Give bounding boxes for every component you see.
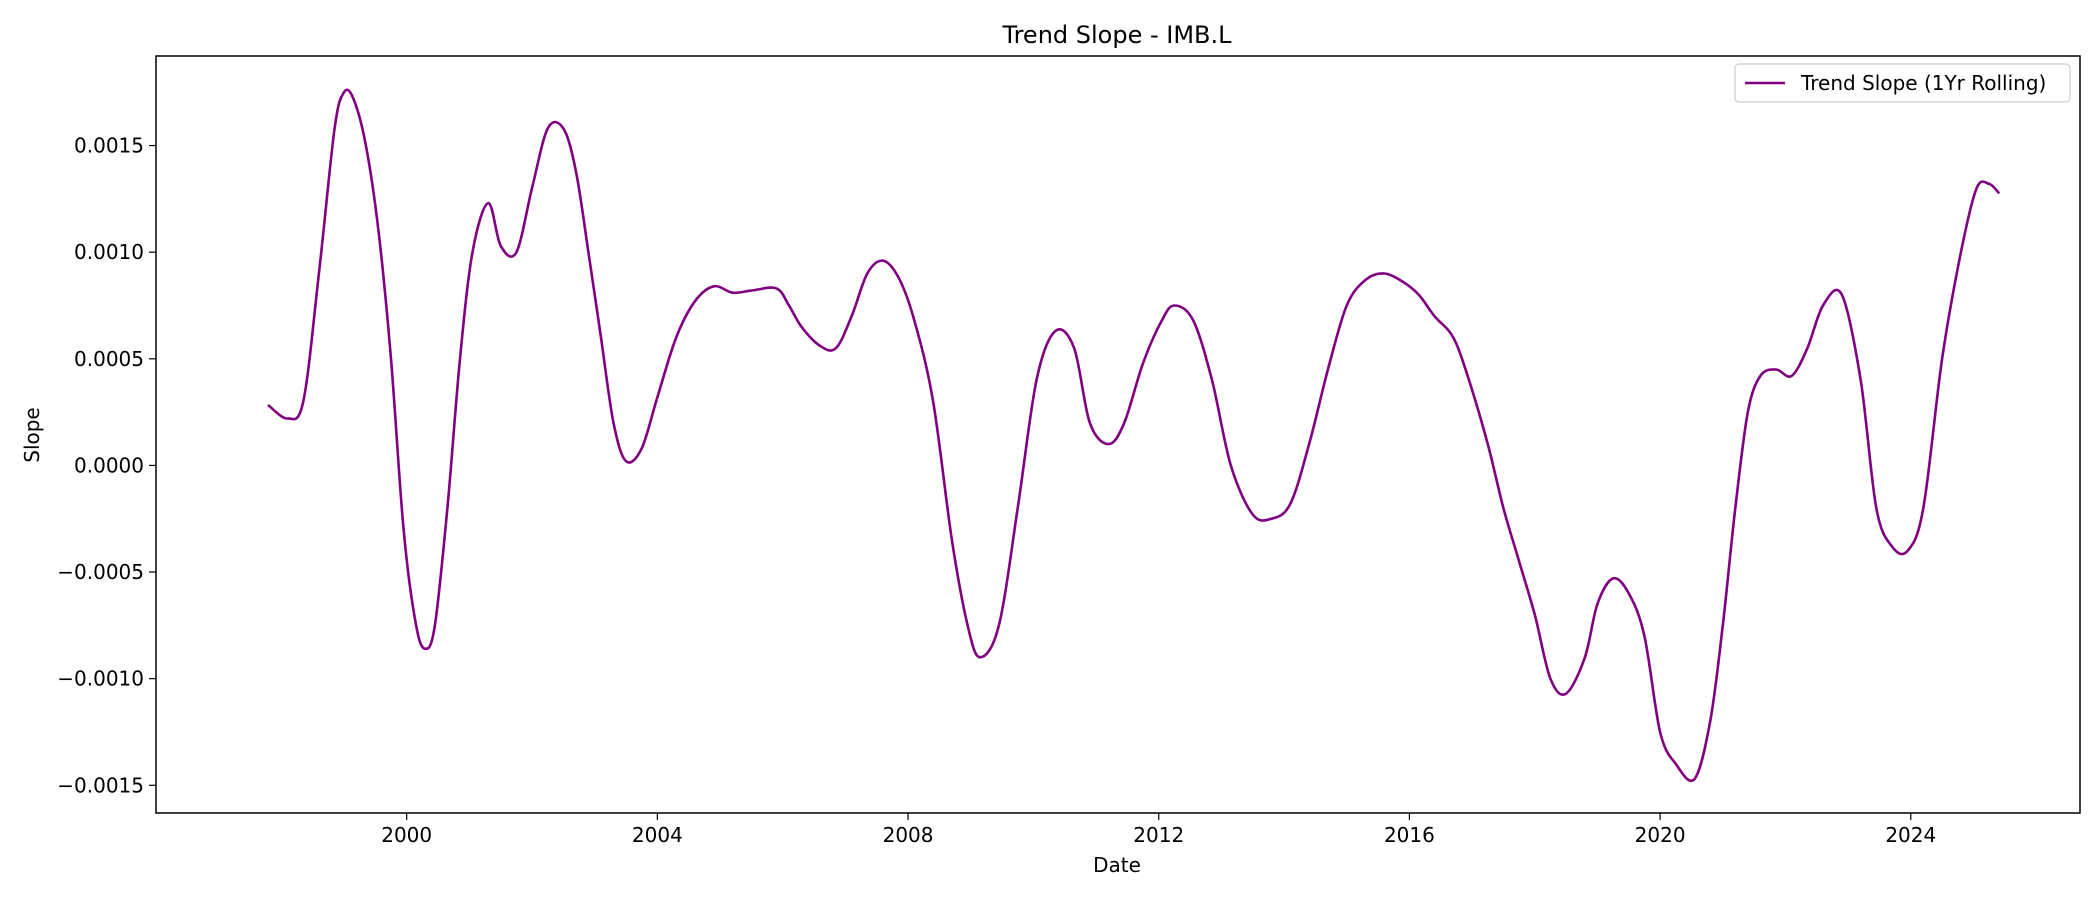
x-tick-label: 2016 <box>1384 823 1435 847</box>
plot-area-frame <box>155 55 2081 814</box>
legend-series-label: Trend Slope (1Yr Rolling) <box>1800 71 2046 95</box>
x-tick-label: 2008 <box>883 823 934 847</box>
x-tick-label: 2024 <box>1885 823 1936 847</box>
y-tick-label: 0.0015 <box>74 134 144 158</box>
y-tick-label: 0.0000 <box>74 453 144 477</box>
legend-box <box>1734 63 2071 103</box>
series-group <box>267 88 2000 782</box>
y-tick-label: −0.0015 <box>57 773 144 797</box>
x-axis-ticks: 2000 2004 2008 2012 2016 2020 2024 <box>381 813 1936 847</box>
x-tick-label: 2012 <box>1133 823 1184 847</box>
chart-title: Trend Slope - IMB.L <box>1001 21 1232 49</box>
x-axis-label: Date <box>1093 853 1141 877</box>
x-tick-label: 2004 <box>632 823 683 847</box>
x-tick-label: 2000 <box>381 823 432 847</box>
y-tick-label: 0.0005 <box>74 347 144 371</box>
y-tick-label: 0.0010 <box>74 240 144 264</box>
x-tick-label: 2020 <box>1635 823 1686 847</box>
y-axis-ticks: −0.0015 −0.0010 −0.0005 0.0000 0.0005 0.0010 0… <box>57 134 156 797</box>
legend: Trend Slope (1Yr Rolling) <box>1734 63 2071 103</box>
y-tick-label: −0.0010 <box>57 667 144 691</box>
y-tick-label: −0.0005 <box>57 560 144 584</box>
y-axis-label: Slope <box>20 407 44 463</box>
series-line-0 <box>267 88 2000 782</box>
